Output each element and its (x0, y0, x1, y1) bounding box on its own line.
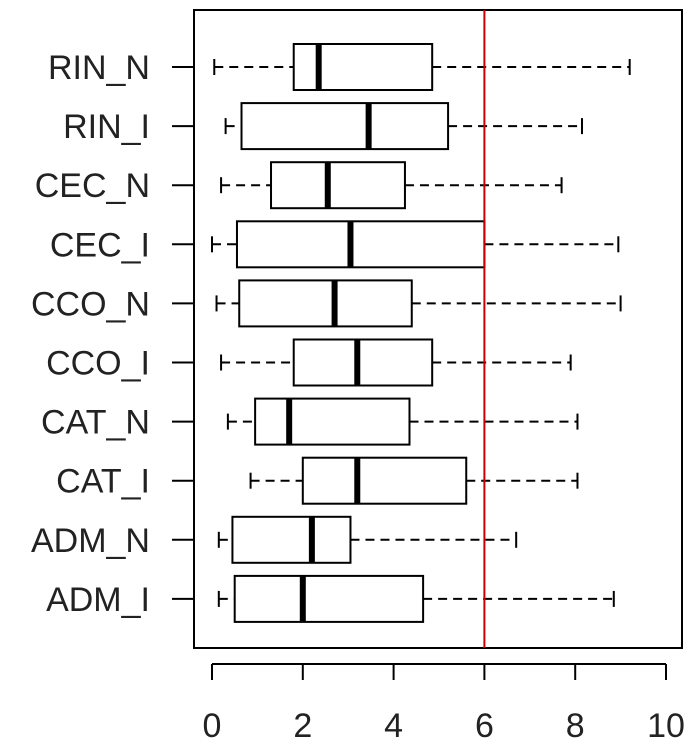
x-tick-label: 6 (475, 707, 494, 745)
x-tick-label: 8 (566, 707, 585, 745)
box-iqr (292, 338, 434, 387)
box-adm-n (217, 515, 518, 564)
x-tick-label: 2 (293, 707, 312, 745)
x-axis: 0 2 4 6 8 10 (203, 663, 685, 745)
category-label: ADM_I (46, 581, 150, 619)
box-iqr (270, 161, 406, 210)
box-rin-n (213, 43, 631, 91)
box-iqr (254, 397, 411, 446)
box-adm-i (217, 574, 615, 623)
box-iqr (238, 279, 413, 328)
box-cat-i (249, 456, 579, 505)
category-label: CCO_N (31, 285, 150, 323)
box-rin-i (224, 102, 584, 151)
box-group (211, 43, 631, 623)
box-iqr (231, 515, 352, 564)
box-cec-i (211, 220, 620, 269)
box-cat-n (226, 397, 579, 446)
box-iqr (235, 220, 486, 269)
box-iqr (233, 574, 425, 623)
category-label: CAT_I (56, 463, 150, 501)
box-iqr (292, 43, 434, 91)
box-iqr (240, 102, 450, 151)
x-tick-label: 0 (203, 707, 222, 745)
box-cco-i (220, 338, 572, 387)
plot-frame (193, 9, 683, 649)
category-labels: RIN_N RIN_I CEC_N CEC_I CCO_N CCO_I CAT_N CAT_I… (31, 49, 194, 619)
x-tick-label: 4 (384, 707, 403, 745)
category-label: CAT_N (41, 404, 150, 442)
category-label: CEC_I (50, 226, 150, 264)
category-label: ADM_N (31, 522, 150, 560)
box-iqr (301, 456, 468, 505)
category-label: RIN_I (63, 108, 150, 146)
box-cec-n (220, 161, 563, 210)
box-cco-n (215, 279, 622, 328)
category-label: CCO_I (46, 345, 150, 383)
category-label: CEC_N (35, 167, 150, 205)
x-tick-label: 10 (647, 707, 685, 745)
category-label: RIN_N (48, 49, 150, 87)
